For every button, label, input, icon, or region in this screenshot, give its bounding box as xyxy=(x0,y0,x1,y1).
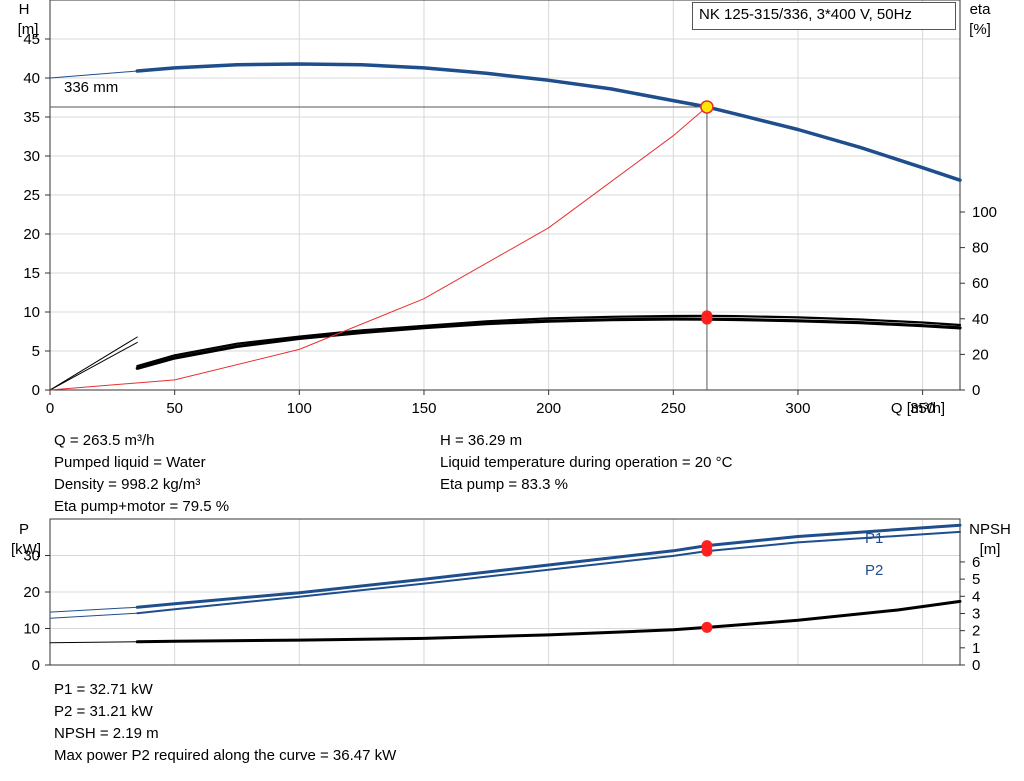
lower-series-line-3 xyxy=(49,612,138,619)
h-tick-label: 10 xyxy=(23,304,40,321)
upper-grid xyxy=(49,0,960,391)
h-tick-label: 15 xyxy=(23,265,40,282)
eta-tick-label: 80 xyxy=(972,240,989,257)
p-tick-label: 20 xyxy=(23,584,40,601)
duty-point-marker xyxy=(700,100,714,114)
h-axis-unit: [m] xyxy=(18,21,39,38)
lower-series-line-0 xyxy=(135,523,962,609)
lower-markers xyxy=(701,540,713,633)
legend-p1: P1 xyxy=(865,530,883,547)
x-tick-label: 100 xyxy=(287,400,312,417)
npsh-tick-label: 6 xyxy=(972,554,980,571)
eta-tick-label: 0 xyxy=(972,382,980,399)
npsh-tick-label: 2 xyxy=(972,623,980,640)
eta-tick-label: 20 xyxy=(972,346,989,363)
x-tick-label: 300 xyxy=(785,400,810,417)
lower-series-line-2 xyxy=(49,606,138,613)
info-liquid-temperature: Liquid temperature during operation = 20… xyxy=(440,454,733,471)
upper-series-line-3 xyxy=(135,317,962,370)
upper-series-line-0 xyxy=(135,62,962,182)
npsh-tick-label: 1 xyxy=(972,640,980,657)
upper-ticks: 0 50 100 150 200 250 300 350 0 5 10 15 20 25 30 35 40 45 0… xyxy=(23,31,997,417)
upper-chart-qh-eta: 0 50 100 150 200 250 300 350 0 5 10 15 20 25 30 35 40 45 0… xyxy=(18,0,997,417)
upper-series-line-4 xyxy=(49,336,138,391)
x-tick-label: 50 xyxy=(166,400,183,417)
info-h: H = 36.29 m xyxy=(440,432,523,449)
h-tick-label: 30 xyxy=(23,148,40,165)
h-tick-label: 25 xyxy=(23,187,40,204)
upper-markers xyxy=(50,100,714,390)
lower-curves xyxy=(49,523,962,644)
h-tick-label: 40 xyxy=(23,70,40,87)
eta-tick-label: 40 xyxy=(972,311,989,328)
info-eta-pump: Eta pump = 83.3 % xyxy=(440,476,568,493)
info-density: Density = 998.2 kg/m³ xyxy=(54,476,201,493)
p-tick-label: 10 xyxy=(23,621,40,638)
impeller-diameter-label: 336 mm xyxy=(64,79,118,96)
eta-tick-label: 100 xyxy=(972,204,997,221)
eta-tick-label: 60 xyxy=(972,275,989,292)
p-tick-label: 0 xyxy=(32,657,40,674)
eta-axis-label: eta xyxy=(970,1,992,18)
npsh-tick-label: 5 xyxy=(972,571,980,588)
x-tick-label: 200 xyxy=(536,400,561,417)
npsh-tick-label: 0 xyxy=(972,657,980,674)
lower-series-line-1 xyxy=(136,530,961,615)
lower-series-line-5 xyxy=(49,641,138,644)
chart-title: NK 125-315/336, 3*400 V, 50Hz xyxy=(692,2,956,30)
legend-p2: P2 xyxy=(865,562,883,579)
npsh-tick-label: 3 xyxy=(972,605,980,622)
p-axis-label: P xyxy=(19,521,29,538)
h-tick-label: 20 xyxy=(23,226,40,243)
info-pumped-liquid: Pumped liquid = Water xyxy=(54,454,206,471)
h-tick-label: 0 xyxy=(32,382,40,399)
info-npsh: NPSH = 2.19 m xyxy=(54,725,159,742)
x-tick-label: 350 xyxy=(910,400,935,417)
eta-axis-unit: [%] xyxy=(969,21,991,38)
upper-series-line-6 xyxy=(49,106,708,391)
lower-series-line-4 xyxy=(135,599,962,644)
h-tick-label: 35 xyxy=(23,109,40,126)
h-axis-label: H xyxy=(19,1,30,18)
p-axis-unit: [kW] xyxy=(11,541,41,558)
upper-series-line-1 xyxy=(49,70,138,79)
x-tick-label: 250 xyxy=(661,400,686,417)
info-q: Q = 263.5 m³/h xyxy=(54,432,155,449)
npsh-axis-unit: [m] xyxy=(980,541,1001,558)
eta-pump-motor-marker xyxy=(701,313,713,325)
p2-marker xyxy=(701,545,713,557)
npsh-marker xyxy=(701,621,713,633)
npsh-axis-label: NPSH xyxy=(969,521,1011,538)
upper-curves xyxy=(49,62,962,391)
info-p1: P1 = 32.71 kW xyxy=(54,681,153,698)
npsh-tick-label: 4 xyxy=(972,588,980,605)
p-tick-label: 30 xyxy=(23,548,40,565)
x-tick-label: 0 xyxy=(46,400,54,417)
upper-series-line-2 xyxy=(136,314,962,368)
info-max-power-p2: Max power P2 required along the curve = … xyxy=(54,747,397,764)
h-tick-label: 45 xyxy=(23,31,40,48)
h-tick-label: 5 xyxy=(32,343,40,360)
q-axis-label: Q [m³/h] xyxy=(891,400,945,417)
upper-series-line-5 xyxy=(49,341,138,391)
info-p2: P2 = 31.21 kW xyxy=(54,703,153,720)
x-tick-label: 150 xyxy=(411,400,436,417)
info-eta-pump-motor: Eta pump+motor = 79.5 % xyxy=(54,498,230,515)
